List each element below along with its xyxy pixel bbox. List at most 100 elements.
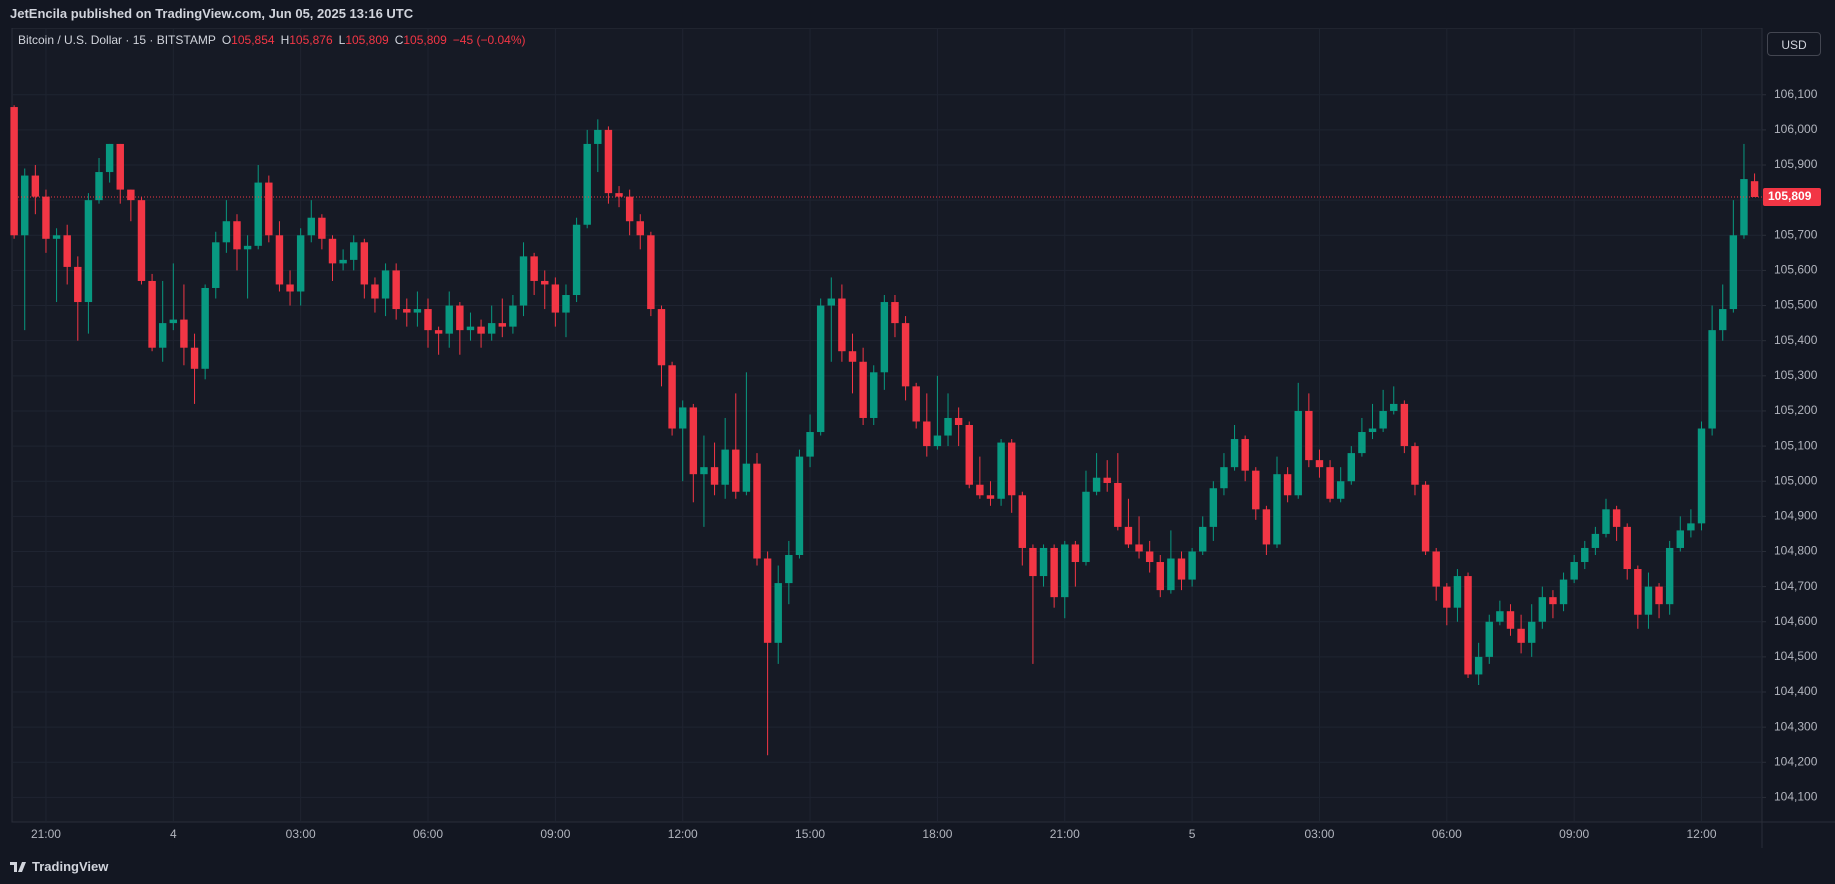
legend-value: 105,876 [289, 33, 333, 47]
candle-body [254, 182, 262, 246]
x-tick-label: 12:00 [1686, 827, 1716, 841]
candle-body [137, 200, 146, 281]
candle-body [52, 235, 61, 239]
candle-body [477, 326, 485, 334]
y-tick-label: 104,500 [1774, 649, 1818, 663]
candle-body [572, 224, 581, 296]
candle-body [190, 347, 199, 369]
y-tick-label: 105,900 [1774, 157, 1818, 171]
candle-body [1252, 470, 1260, 510]
candle-body [530, 256, 538, 281]
candle-body [1411, 446, 1419, 485]
candle-body [678, 407, 687, 429]
candle-body [1305, 410, 1313, 461]
candle-body [1581, 547, 1589, 563]
candle-body [1177, 558, 1186, 580]
y-tick-label: 104,100 [1774, 790, 1818, 804]
candle-body [1506, 611, 1515, 629]
candle-body [647, 235, 655, 310]
candle-body [1443, 586, 1451, 608]
candle-body [753, 463, 761, 559]
candle-body [180, 319, 188, 348]
candle-body [1156, 562, 1164, 591]
candle-body [1602, 509, 1610, 534]
candle-body [1347, 453, 1356, 482]
y-tick-label: 105,500 [1774, 298, 1818, 312]
candle-body [615, 193, 623, 197]
candle-body [1538, 597, 1547, 622]
candle-body [1209, 488, 1218, 527]
candle-body [1018, 495, 1027, 548]
candle-body [1400, 403, 1409, 447]
publisher-text: JetEncila published on TradingView.com, … [10, 6, 414, 21]
candle-body [1294, 410, 1302, 496]
candle-body [307, 217, 315, 236]
candle-body [954, 417, 963, 425]
candle-body [381, 270, 390, 299]
candle-body [498, 323, 507, 327]
candle-body [519, 256, 528, 306]
y-tick-label: 104,800 [1774, 544, 1818, 558]
candle-body [625, 196, 634, 222]
footer: TradingView [0, 850, 1835, 884]
candle-body [1368, 428, 1377, 433]
candle-body [1007, 442, 1016, 496]
candle-body [1719, 309, 1727, 331]
grid [12, 28, 1762, 822]
x-tick-label: 06:00 [1432, 827, 1462, 841]
candle-body [21, 175, 29, 236]
x-tick-label: 03:00 [286, 827, 316, 841]
candle-body [986, 495, 995, 499]
candle-body [1570, 562, 1578, 580]
candle-body [127, 189, 135, 201]
candle-body [74, 266, 82, 303]
candle-body [95, 172, 103, 201]
candle-body [243, 245, 252, 250]
candle-body [1623, 526, 1631, 570]
candle-body [1474, 656, 1483, 675]
y-tick-label: 104,900 [1774, 509, 1818, 523]
candle-body [1687, 523, 1695, 531]
candle-body [1750, 181, 1759, 197]
candle-body [105, 143, 114, 173]
candle-body [286, 284, 294, 292]
candle-body [604, 129, 613, 194]
candle-body [816, 305, 825, 433]
y-tick-label: 104,600 [1774, 614, 1818, 628]
x-tick-label: 5 [1189, 827, 1196, 841]
candle-body [84, 200, 93, 303]
candle-body [158, 323, 167, 348]
candle-body [445, 305, 453, 334]
candle-body [116, 143, 124, 190]
candle-body [360, 242, 369, 285]
candle-body [1379, 410, 1387, 429]
candle-body [901, 323, 910, 387]
candle-body [318, 217, 326, 239]
candle-body [1729, 235, 1738, 310]
legend-key: O [221, 33, 232, 47]
y-tick-label: 105,600 [1774, 263, 1818, 277]
candle-body [1114, 482, 1122, 527]
plot-area [11, 27, 1763, 823]
candle-body [774, 583, 782, 643]
y-tick-label: 104,200 [1774, 754, 1818, 768]
candle-body [827, 298, 835, 306]
candle-body [912, 386, 920, 422]
candle-body [689, 407, 698, 475]
symbol-legend: Bitcoin / U.S. Dollar · 15 · BITSTAMP O10… [18, 33, 525, 47]
currency-button[interactable]: USD [1767, 32, 1821, 56]
candle-body [201, 287, 209, 369]
candle-body [1315, 460, 1324, 468]
candle-body [392, 270, 400, 310]
legend-value: 105,809 [403, 33, 447, 47]
legend-value: 105,809 [345, 33, 389, 47]
last-price-box [1763, 187, 1821, 206]
y-tick-label: 104,700 [1774, 579, 1818, 593]
candle-body [1145, 551, 1154, 563]
publisher-bar: JetEncila published on TradingView.com, … [0, 0, 1835, 28]
y-tick-label: 105,000 [1774, 473, 1818, 487]
candle-body [1559, 579, 1568, 605]
candle-body [1029, 547, 1037, 577]
candle-body [1612, 509, 1621, 527]
